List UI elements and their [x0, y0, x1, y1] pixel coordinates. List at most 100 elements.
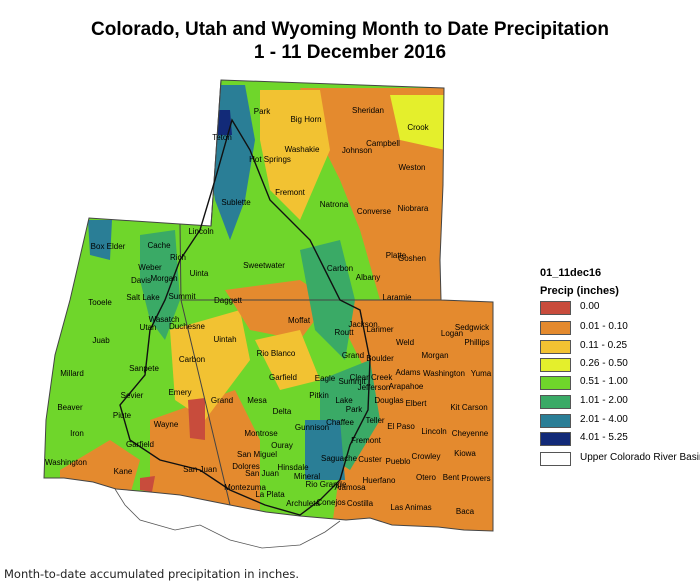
county-label-summit-co: Summit [338, 377, 366, 386]
county-label-morgan: Morgan [150, 274, 177, 283]
county-label-carbon-ut: Carbon [179, 355, 205, 364]
county-label-wayne: Wayne [154, 420, 179, 429]
state-outline [43, 79, 494, 532]
title-line-2: 1 - 11 December 2016 [253, 42, 447, 63]
county-label-weston: Weston [399, 163, 426, 172]
legend-swatch [540, 395, 571, 409]
county-label-custer: Custer [358, 455, 382, 464]
county-label-sublette: Sublette [221, 198, 251, 207]
legend-swatch [540, 414, 571, 428]
county-label-bent: Bent [443, 473, 460, 482]
county-label-weld: Weld [396, 338, 414, 347]
county-label-grand-co: Grand [342, 351, 364, 360]
county-label-routt: Routt [334, 328, 354, 337]
county-label-platte: Platte [386, 251, 407, 260]
title-line-1: Colorado, Utah and Wyoming Month to Date… [91, 19, 609, 40]
county-label-phillips: Phillips [464, 338, 489, 347]
county-label-beaver: Beaver [57, 403, 83, 412]
legend-label: 0.26 - 0.50 [580, 358, 628, 369]
county-label-saguache: Saguache [321, 454, 358, 463]
legend-label: 0.01 - 0.10 [580, 321, 628, 332]
county-label-moffat: Moffat [288, 316, 311, 325]
county-label-carbon-wy: Carbon [327, 264, 353, 273]
county-label-piute: Piute [113, 411, 132, 420]
county-label-kit-carson: Kit Carson [450, 403, 487, 412]
county-label-natrona: Natrona [320, 200, 349, 209]
county-label-sheridan: Sheridan [352, 106, 384, 115]
county-label-sweetwater: Sweetwater [243, 261, 285, 270]
county-label-park: Park [254, 107, 271, 116]
county-label-montezuma: Montezuma [224, 483, 266, 492]
county-label-mineral: Mineral [294, 472, 320, 481]
basin-south-extension [114, 488, 341, 549]
legend-swatch [540, 358, 571, 372]
county-label-lake: Lake [335, 396, 353, 405]
county-label-millard: Millard [60, 369, 84, 378]
county-label-eagle: Eagle [315, 374, 336, 383]
county-label-crowley: Crowley [412, 452, 441, 461]
precip-san-juans [305, 420, 345, 480]
county-label-cheyenne: Cheyenne [452, 429, 489, 438]
legend-label: 0.00 [580, 301, 600, 312]
county-label-rio-blanco: Rio Blanco [257, 349, 296, 358]
precip-east-co [330, 300, 493, 531]
county-label-lincoln: Lincoln [188, 227, 213, 236]
county-label-daggett: Daggett [214, 296, 243, 305]
precip-zero-kane [140, 476, 155, 492]
precip-zero-utah [188, 398, 205, 440]
county-label-juab: Juab [92, 336, 110, 345]
county-label-el-paso: El Paso [387, 422, 415, 431]
county-label-kane: Kane [114, 467, 133, 476]
county-label-utah: Utah [140, 323, 157, 332]
county-label-san-juan-ut: San Juan [183, 465, 217, 474]
county-label-tooele: Tooele [88, 298, 112, 307]
county-label-sedgwick: Sedgwick [455, 323, 490, 332]
county-label-albany: Albany [356, 273, 380, 282]
county-label-cache: Cache [147, 241, 171, 250]
county-label-uintah: Uintah [213, 335, 236, 344]
county-label-emery: Emery [168, 388, 191, 397]
legend-label: 4.01 - 5.25 [580, 432, 628, 443]
legend-swatch [540, 432, 571, 446]
precip-wasatch [140, 230, 180, 340]
county-label-summit: Summit [168, 292, 196, 301]
county-label-huerfano: Huerfano [363, 476, 396, 485]
county-label-conejos: Conejos [316, 498, 345, 507]
precip-uintah [225, 280, 330, 340]
county-label-adams: Adams [396, 368, 421, 377]
precip-ne-wy [390, 95, 445, 150]
county-label-wasatch: Wasatch [149, 315, 180, 324]
county-label-elbert: Elbert [406, 399, 428, 408]
county-label-fremont-wy: Fremont [275, 188, 306, 197]
county-label-douglas: Douglas [374, 396, 403, 405]
county-label-kiowa: Kiowa [454, 449, 476, 458]
county-label-big-horn: Big Horn [290, 115, 321, 124]
county-label-sanpete: Sanpete [129, 364, 159, 373]
precip-north-wy [260, 90, 330, 220]
county-label-dolores: Dolores [232, 462, 260, 471]
county-label-jefferson: Jefferson [358, 383, 391, 392]
legend-label: 2.01 - 4.00 [580, 414, 628, 425]
county-label-montrose: Montrose [244, 429, 278, 438]
map-title: Colorado, Utah and Wyoming Month to Date… [0, 18, 700, 64]
county-label-las-animas: Las Animas [390, 503, 431, 512]
county-label-box-elder: Box Elder [91, 242, 126, 251]
county-label-weber: Weber [138, 263, 162, 272]
legend-swatch [540, 321, 571, 335]
county-label-crook: Crook [407, 123, 429, 132]
county-label-davis: Davis [131, 276, 151, 285]
county-label-pitkin: Pitkin [309, 391, 329, 400]
county-label-gunnison: Gunnison [295, 423, 329, 432]
county-label-logan: Logan [441, 329, 463, 338]
county-label-salt-lake: Salt Lake [126, 293, 160, 302]
county-label-park-co: Park [346, 405, 363, 414]
county-label-washakie: Washakie [285, 145, 320, 154]
caption: Month-to-date accumulated precipitation … [4, 567, 300, 581]
basin-boundary [119, 118, 371, 516]
county-label-prowers: Prowers [461, 474, 490, 483]
county-label-costilla: Costilla [347, 499, 374, 508]
county-label-garfield-co: Garfield [269, 373, 297, 382]
county-label-niobrara: Niobrara [398, 204, 429, 213]
county-label-grand-ut: Grand [211, 396, 233, 405]
county-label-morgan-co: Morgan [421, 351, 448, 360]
